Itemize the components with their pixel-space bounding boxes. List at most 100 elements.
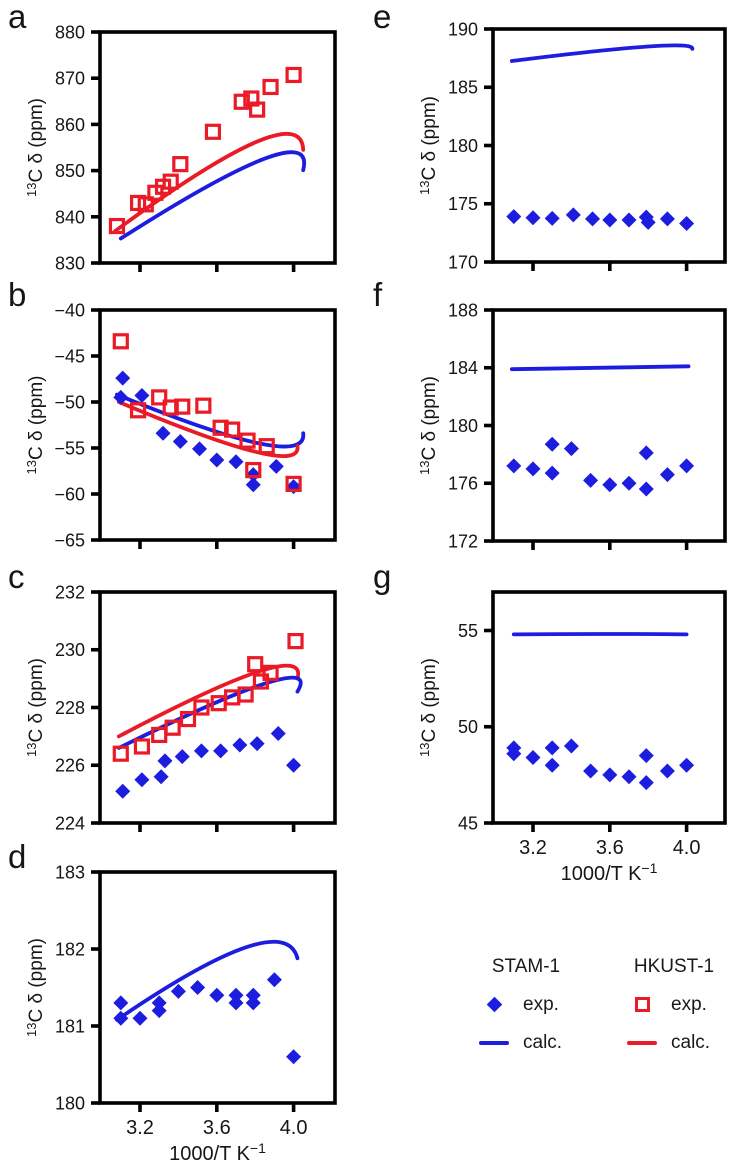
svg-text:180: 180	[55, 1093, 85, 1113]
series-STAM-1-exp-	[113, 370, 302, 495]
legend-hkust-title: HKUST-1	[633, 956, 715, 977]
series-HKUST-1-exp-	[112, 333, 302, 492]
y-axis-title: 13C δ (ppm)	[24, 98, 47, 197]
plot-frame	[98, 870, 337, 1105]
series-STAM-1-calc-	[509, 364, 691, 372]
stam-exp-marker-cell	[478, 996, 510, 1013]
svg-text:−60: −60	[54, 484, 85, 504]
svg-text:3.6: 3.6	[596, 837, 624, 859]
svg-text:176: 176	[448, 474, 478, 494]
x-axis	[138, 263, 296, 272]
panel-f-label: f	[373, 276, 383, 313]
svg-text:182: 182	[55, 939, 85, 959]
y-axis-title: 13C δ (ppm)	[24, 658, 47, 757]
legend-hkust: HKUST-1 exp. calc.	[616, 956, 731, 1054]
svg-text:−50: −50	[54, 392, 85, 412]
hkust-calc-marker-cell	[626, 1040, 658, 1045]
blue-line-icon	[479, 1040, 509, 1045]
series-STAM-1-exp-	[506, 207, 695, 232]
svg-text:4.0: 4.0	[673, 837, 701, 859]
series-STAM-1-calc-	[116, 675, 303, 750]
legend-hkust-calc-row: calc.	[616, 1031, 731, 1054]
series-HKUST-1-exp-	[108, 66, 302, 235]
red-line-icon	[627, 1040, 657, 1045]
panel-b-label: b	[8, 276, 27, 313]
svg-text:224: 224	[55, 813, 85, 833]
svg-text:183: 183	[55, 862, 85, 882]
series-STAM-1-calc-	[509, 43, 695, 63]
svg-text:184: 184	[448, 358, 478, 378]
legend-hkust-exp-row: exp.	[616, 993, 731, 1016]
x-axis-title: 1000/T K−1	[169, 1140, 266, 1165]
legend-stam-calc-label: calc.	[523, 1031, 563, 1053]
y-axis-title: 13C δ (ppm)	[24, 376, 47, 475]
series-STAM-1-exp-	[115, 725, 302, 799]
y-axis: −65 −60 −55 −50 −45 −40	[54, 300, 100, 550]
legend-stam-calc-row: calc.	[468, 1031, 584, 1054]
panel-a-label: a	[8, 0, 27, 35]
svg-text:3.6: 3.6	[203, 1117, 231, 1139]
svg-text:840: 840	[55, 207, 85, 227]
svg-text:188: 188	[448, 300, 478, 320]
plot-frame	[491, 590, 727, 825]
svg-text:860: 860	[55, 115, 85, 135]
red-open-square-icon	[634, 997, 650, 1012]
panel-e-chart: 170 175 180 185 190 13C δ (ppm)	[417, 19, 727, 272]
x-axis	[531, 541, 689, 550]
svg-text:170: 170	[448, 252, 478, 272]
series-STAM-1-exp-	[506, 738, 695, 791]
x-axis	[531, 262, 689, 271]
svg-text:830: 830	[55, 253, 85, 273]
series-HKUST-1-calc-	[113, 131, 306, 234]
legend: STAM-1 exp. calc. HKUST-1 exp. calc.	[468, 956, 731, 1054]
panel-c-label: c	[8, 558, 25, 595]
svg-text:185: 185	[448, 78, 478, 98]
svg-text:175: 175	[448, 194, 478, 214]
panel-c-chart: 224 226 228 230 232 13C δ (ppm)	[24, 582, 337, 833]
x-axis: 3.2 3.6 4.0	[519, 823, 701, 859]
plot-frame	[98, 308, 337, 542]
svg-text:−40: −40	[54, 300, 85, 320]
y-axis: 170 175 180 185 190	[448, 19, 493, 272]
panel-e-label: e	[373, 0, 392, 35]
svg-text:232: 232	[55, 582, 85, 602]
svg-text:181: 181	[55, 1016, 85, 1036]
plot-frame	[98, 590, 337, 825]
svg-text:−45: −45	[54, 346, 85, 366]
svg-text:190: 190	[448, 19, 478, 39]
y-axis: 830 840 850 860 870 880	[55, 22, 100, 273]
panel-f-chart: 172 176 180 184 188 13C δ (ppm)	[417, 300, 727, 551]
y-axis: 45 50 55	[458, 621, 493, 833]
svg-text:−55: −55	[54, 438, 85, 458]
panel-d-chart: 180 181 182 183 3.2 3.6 4.0 1000/T K−1 13C δ (pp…	[24, 862, 337, 1165]
svg-text:45: 45	[458, 813, 478, 833]
panel-d-label: d	[8, 838, 27, 875]
svg-text:226: 226	[55, 756, 85, 776]
y-axis: 172 176 180 184 188	[448, 300, 493, 551]
svg-text:4.0: 4.0	[280, 1117, 308, 1139]
x-axis	[138, 540, 296, 549]
y-axis-title: 13C δ (ppm)	[417, 376, 440, 475]
series-STAM-1-exp-	[113, 972, 302, 1065]
y-axis-title: 13C δ (ppm)	[417, 658, 440, 757]
svg-text:880: 880	[55, 22, 85, 42]
svg-text:172: 172	[448, 531, 478, 551]
panel-b-chart: −65 −60 −55 −50 −45 −40 13C δ (ppm)	[24, 300, 337, 550]
series-HKUST-1-calc-	[116, 400, 300, 458]
svg-text:228: 228	[55, 698, 85, 718]
x-axis-title: 1000/T K−1	[561, 860, 658, 885]
svg-text:55: 55	[458, 621, 478, 641]
svg-text:50: 50	[458, 717, 478, 737]
series-STAM-1-calc-	[118, 150, 307, 241]
plot-frame	[491, 308, 727, 543]
svg-text:−65: −65	[54, 530, 85, 550]
x-axis: 3.2 3.6 4.0	[126, 1103, 308, 1139]
series-STAM-1-calc-	[115, 939, 300, 1022]
x-axis	[138, 823, 296, 832]
panel-a-chart: 830 840 850 860 870 880 13C δ (ppm)	[24, 22, 337, 273]
hkust-exp-marker-cell	[626, 997, 658, 1012]
legend-hkust-calc-label: calc.	[671, 1031, 711, 1053]
y-axis: 224 226 228 230 232	[55, 582, 100, 833]
legend-stam-exp-row: exp.	[468, 993, 584, 1016]
y-axis-title: 13C δ (ppm)	[24, 938, 47, 1037]
